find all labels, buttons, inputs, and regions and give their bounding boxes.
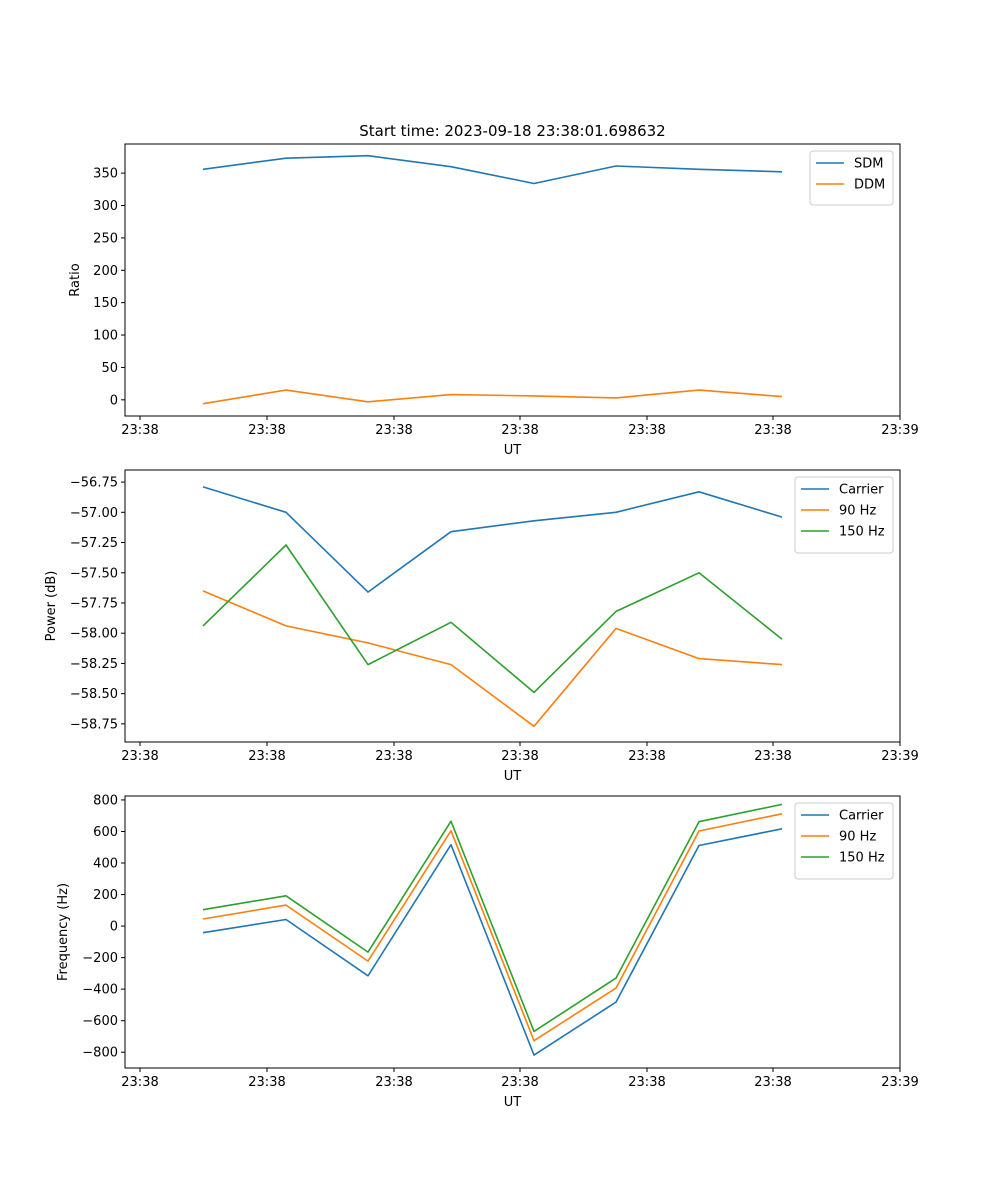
subplot-3: 23:38 23:38 23:38 23:38 23:38 23:38 23:39 UT −80… <box>56 793 919 1110</box>
legend-label: SDM <box>854 157 883 172</box>
series-line-sdm <box>202 154 783 185</box>
x-tick-label: 23:38 <box>628 1075 665 1090</box>
legend: Carrier 90 Hz 150 Hz <box>794 802 894 880</box>
y-tick-label: −57.75 <box>70 596 118 611</box>
series-line-carrier <box>202 828 783 1056</box>
y-tick-label: −200 <box>82 951 118 966</box>
y-tick-label: −58.00 <box>70 627 118 642</box>
x-tick-label: 23:38 <box>375 749 412 764</box>
legend: SDM DDM <box>809 150 894 206</box>
subplot-2: 23:38 23:38 23:38 23:38 23:38 23:38 23:39 UT −58… <box>44 469 919 784</box>
axes-frame <box>124 469 901 743</box>
series-line-90-hz <box>202 813 783 1042</box>
y-tick-label: −58.25 <box>70 657 118 672</box>
y-tick-label: −57.25 <box>70 536 118 551</box>
x-tick-label: 23:38 <box>754 423 791 438</box>
y-tick-label: −57.50 <box>70 566 118 581</box>
y-tick-label: 200 <box>93 888 118 903</box>
y-axis-label: Ratio <box>68 263 83 296</box>
x-tick-label: 23:38 <box>628 423 665 438</box>
legend-label: Carrier <box>839 809 884 824</box>
x-tick-label: 23:38 <box>754 1075 791 1090</box>
y-tick-label: 800 <box>93 793 118 808</box>
y-tick-label: 0 <box>110 393 118 408</box>
x-axis-label: UT <box>504 769 522 784</box>
x-tick-label: 23:38 <box>501 423 538 438</box>
figure-title: Start time: 2023-09-18 23:38:01.698632 <box>359 122 665 140</box>
x-axis-label: UT <box>504 1095 522 1110</box>
y-tick-label: −800 <box>82 1046 118 1061</box>
y-tick-label: 50 <box>101 361 118 376</box>
y-axis-label: Frequency (Hz) <box>56 883 71 981</box>
x-axis-label: UT <box>504 443 522 458</box>
x-tick-label: 23:38 <box>501 1075 538 1090</box>
y-tick-label: 100 <box>93 329 118 344</box>
y-tick-label: 400 <box>93 857 118 872</box>
y-tick-label: −58.50 <box>70 687 118 702</box>
x-tick-label: 23:38 <box>121 423 158 438</box>
x-tick-label: 23:38 <box>248 423 285 438</box>
y-tick-label: 250 <box>93 231 118 246</box>
x-tick-label: 23:38 <box>248 749 285 764</box>
x-tick-label: 23:39 <box>881 749 918 764</box>
x-tick-label: 23:39 <box>881 423 918 438</box>
y-tick-label: 600 <box>93 825 118 840</box>
y-tick-label: 200 <box>93 264 118 279</box>
legend-box <box>794 802 894 880</box>
subplots: 23:38 23:38 23:38 23:38 23:38 23:38 23:39 UT 0 50… <box>44 143 919 1110</box>
y-tick-label: −400 <box>82 983 118 998</box>
x-tick-label: 23:38 <box>754 749 791 764</box>
x-tick-label: 23:38 <box>248 1075 285 1090</box>
y-tick-label: 300 <box>93 199 118 214</box>
legend-box <box>809 150 894 206</box>
legend-label: 150 Hz <box>839 525 885 540</box>
y-tick-label: 350 <box>93 167 118 182</box>
series-line-ddm <box>202 389 783 405</box>
legend: Carrier 90 Hz 150 Hz <box>794 476 894 554</box>
y-tick-label: −56.75 <box>70 476 118 491</box>
legend-label: 90 Hz <box>839 830 876 845</box>
x-tick-label: 23:38 <box>628 749 665 764</box>
y-tick-label: −600 <box>82 1014 118 1029</box>
x-tick-label: 23:38 <box>121 749 158 764</box>
y-tick-label: −57.00 <box>70 506 118 521</box>
series-line-carrier <box>202 486 783 593</box>
legend-label: 150 Hz <box>839 851 885 866</box>
y-axis-label: Power (dB) <box>44 571 59 642</box>
y-tick-label: 0 <box>110 920 118 935</box>
y-tick-label: −58.75 <box>70 717 118 732</box>
axes-frame <box>124 795 901 1069</box>
series-line-150-hz <box>202 803 783 1033</box>
x-tick-label: 23:38 <box>501 749 538 764</box>
x-tick-label: 23:38 <box>121 1075 158 1090</box>
legend-box <box>794 476 894 554</box>
series-line-90-hz <box>202 590 783 728</box>
x-tick-label: 23:38 <box>375 1075 412 1090</box>
subplot-1: 23:38 23:38 23:38 23:38 23:38 23:38 23:39 UT 0 50… <box>68 143 919 458</box>
axes-frame <box>124 143 901 417</box>
series-line-150-hz <box>202 544 783 694</box>
y-tick-label: 150 <box>93 296 118 311</box>
legend-label: Carrier <box>839 483 884 498</box>
legend-label: 90 Hz <box>839 504 876 519</box>
x-tick-label: 23:39 <box>881 1075 918 1090</box>
legend-label: DDM <box>854 178 885 193</box>
x-tick-label: 23:38 <box>375 423 412 438</box>
